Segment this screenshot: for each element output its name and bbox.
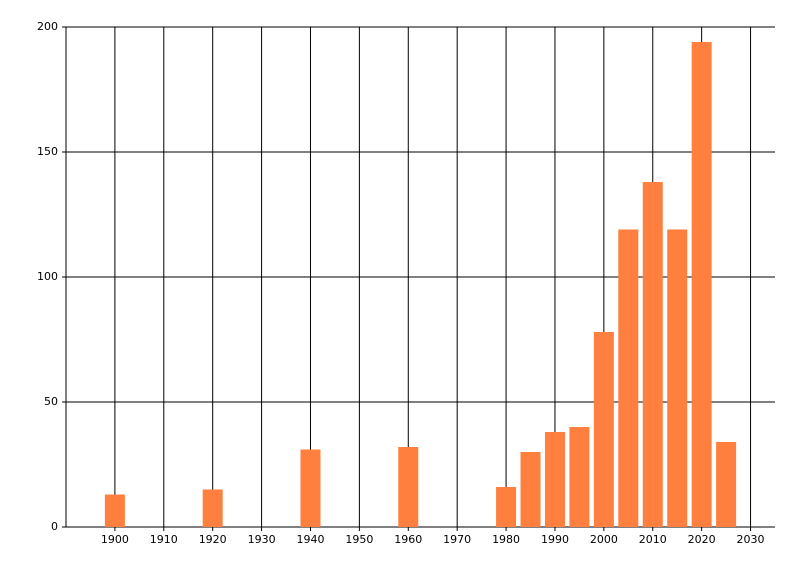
bar: [667, 229, 688, 527]
y-tick-label: 150: [37, 145, 58, 158]
bar: [202, 489, 223, 527]
bar: [104, 494, 125, 527]
bar: [300, 449, 321, 527]
bar: [593, 332, 614, 527]
x-tick-label: 2030: [737, 533, 765, 546]
bar: [398, 447, 419, 527]
bar: [569, 427, 590, 527]
x-tick-label: 2010: [639, 533, 667, 546]
x-tick-label: 1920: [199, 533, 227, 546]
x-tick-label: 1900: [101, 533, 129, 546]
bar: [520, 452, 541, 527]
bar: [496, 487, 517, 527]
x-tick-label: 1940: [296, 533, 324, 546]
x-tick-label: 1970: [443, 533, 471, 546]
x-tick-label: 1950: [345, 533, 373, 546]
y-tick-label: 200: [37, 20, 58, 33]
bar: [716, 442, 737, 527]
bar: [691, 42, 712, 527]
x-tick-label: 2020: [688, 533, 716, 546]
x-tick-label: 1960: [394, 533, 422, 546]
x-tick-label: 1980: [492, 533, 520, 546]
y-tick-label: 100: [37, 270, 58, 283]
bar: [642, 182, 663, 527]
x-tick-label: 1910: [150, 533, 178, 546]
y-tick-label: 0: [51, 520, 58, 533]
x-tick-label: 2000: [590, 533, 618, 546]
y-tick-label: 50: [44, 395, 58, 408]
bar: [544, 432, 565, 527]
x-tick-label: 1990: [541, 533, 569, 546]
bar: [618, 229, 639, 527]
x-tick-label: 1930: [248, 533, 276, 546]
